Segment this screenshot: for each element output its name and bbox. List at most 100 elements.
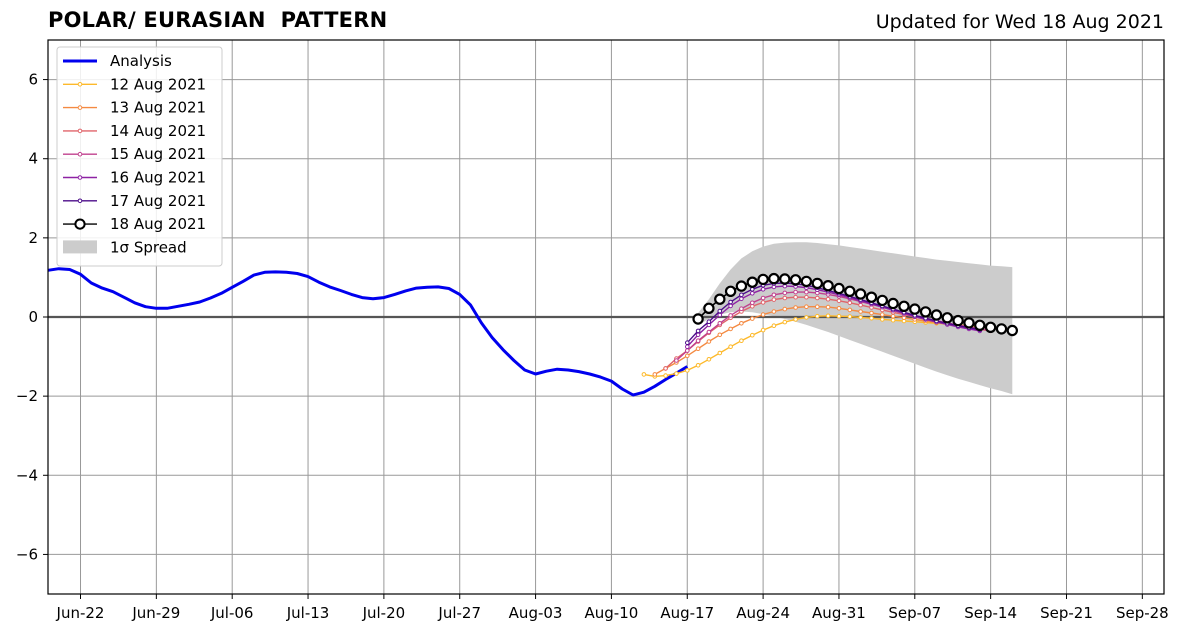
data-point [836, 298, 842, 304]
legend-marker [77, 198, 83, 204]
y-tick-label: −4 [16, 466, 38, 484]
data-point [1006, 324, 1019, 337]
data-point [695, 363, 701, 368]
data-point [760, 300, 766, 305]
legend-label: 18 Aug 2021 [110, 215, 206, 233]
data-point [771, 309, 777, 314]
data-point [695, 332, 701, 338]
data-point [782, 290, 788, 296]
data-point [858, 309, 863, 314]
data-point [804, 315, 809, 320]
legend-marker [77, 105, 83, 110]
x-tick-label: Aug-17 [660, 604, 714, 622]
series-layer [47, 267, 1019, 397]
data-point [836, 313, 842, 319]
legend-entry: 17 Aug 2021 [63, 192, 206, 210]
legend-entry: 16 Aug 2021 [63, 169, 206, 187]
data-point [854, 288, 867, 300]
data-point [739, 306, 744, 312]
legend-entry: 12 Aug 2021 [63, 75, 206, 93]
data-point [825, 313, 831, 319]
x-tick-label: Jul-06 [210, 604, 254, 622]
data-point [822, 280, 834, 292]
legend-label: 17 Aug 2021 [110, 192, 206, 210]
chart-title: POLAR/ EURASIAN PATTERN [48, 8, 388, 32]
x-tick-label: Jun-29 [131, 604, 180, 622]
x-tick-label: Aug-31 [812, 604, 866, 622]
data-point [760, 295, 766, 301]
data-point [717, 308, 723, 314]
data-point [844, 285, 856, 297]
legend-marker [77, 175, 83, 180]
data-point [782, 295, 788, 301]
data-point [782, 319, 788, 325]
legend-marker [74, 218, 86, 230]
data-point [652, 372, 658, 377]
data-point [663, 366, 668, 371]
data-point [728, 303, 733, 309]
y-tick-label: 0 [28, 308, 38, 326]
data-point [760, 287, 766, 292]
data-point [811, 277, 824, 290]
series-line [686, 282, 980, 344]
data-point [692, 313, 704, 325]
legend: Analysis 12 Aug 2021 13 Aug 2021 14 Aug 202… [56, 46, 223, 267]
x-tick-label: Jun-22 [56, 604, 105, 622]
data-point [800, 275, 813, 288]
data-point [825, 304, 831, 310]
y-tick-label: 4 [28, 150, 38, 168]
data-point [793, 289, 798, 295]
data-point [876, 294, 889, 307]
chart-subtitle: Updated for Wed 18 Aug 2021 [875, 11, 1164, 33]
x-tick-label: Jul-20 [362, 604, 406, 622]
series-18-aug-2021 [692, 272, 1019, 337]
data-point [746, 276, 759, 288]
x-tick-label: Sep-07 [888, 604, 941, 622]
data-point [890, 313, 896, 319]
data-point [869, 310, 874, 316]
x-tick-label: Sep-14 [964, 604, 1017, 622]
data-point [880, 317, 885, 322]
x-tick-label: Aug-03 [509, 604, 563, 622]
data-point [750, 316, 755, 321]
y-tick-label: 2 [28, 229, 38, 247]
data-point [995, 323, 1008, 335]
series-line [686, 285, 980, 348]
data-point [815, 313, 820, 319]
data-point [847, 307, 853, 313]
data-point [804, 294, 809, 300]
legend-label: 16 Aug 2021 [110, 169, 206, 187]
data-point [789, 274, 802, 286]
data-point [674, 371, 679, 376]
data-point [685, 344, 690, 350]
data-point [793, 317, 798, 322]
data-point [739, 338, 744, 344]
legend-label: Analysis [110, 52, 172, 70]
legend-label: 14 Aug 2021 [110, 122, 206, 140]
x-tick-label: Aug-10 [585, 604, 639, 622]
analysis-line [47, 267, 689, 397]
data-point [739, 296, 744, 302]
legend-box [56, 46, 223, 267]
x-tick-label: Jul-27 [437, 604, 481, 622]
data-point [847, 300, 853, 306]
data-point [887, 297, 899, 310]
data-point [768, 272, 780, 285]
legend-entry: 14 Aug 2021 [63, 122, 206, 140]
data-point [641, 372, 647, 377]
data-point [815, 295, 820, 301]
x-tick-label: Sep-28 [1116, 604, 1169, 622]
data-point [717, 332, 723, 338]
data-point [815, 304, 820, 310]
data-point [833, 282, 845, 295]
data-point [779, 273, 791, 285]
legend-marker [77, 82, 83, 87]
data-point [685, 340, 690, 346]
legend-entry: 15 Aug 2021 [63, 145, 206, 163]
data-point [717, 321, 723, 326]
data-point [941, 312, 954, 324]
legend-swatch [63, 240, 97, 254]
data-point [695, 338, 701, 344]
data-point [724, 285, 737, 297]
